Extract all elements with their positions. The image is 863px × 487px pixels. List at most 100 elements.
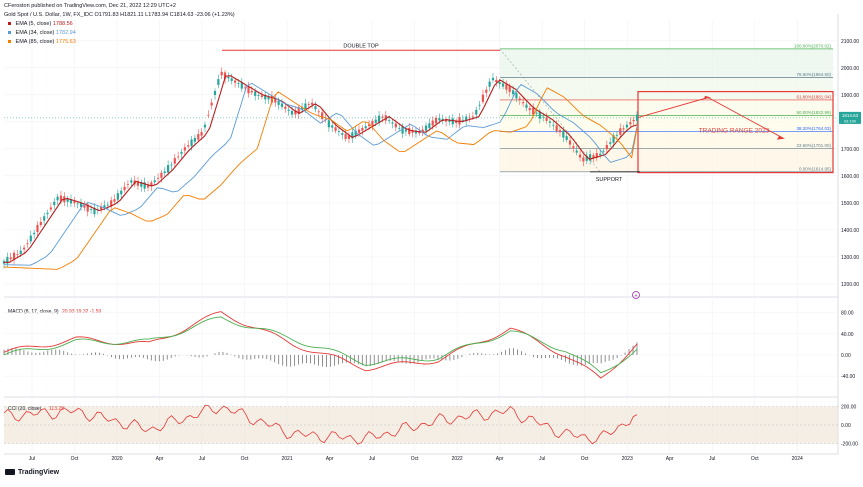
candle-body [123, 186, 126, 191]
candle-body [434, 117, 438, 124]
candle-body [438, 118, 441, 121]
time-tick-label: 2024 [792, 456, 803, 462]
candle-body [542, 116, 545, 118]
candle-body [86, 204, 89, 212]
candle-body [307, 104, 310, 105]
candle-body [274, 97, 277, 103]
candle-body [404, 129, 408, 132]
ema-line [4, 75, 638, 263]
candle-body [337, 131, 341, 133]
candle-body [424, 125, 428, 131]
candle-body [284, 106, 287, 109]
candle-body [233, 80, 237, 83]
fib-zone [500, 148, 833, 172]
trading-range-rect [637, 90, 834, 174]
candle-body [257, 95, 260, 96]
candle-body [501, 83, 505, 87]
candle-body [367, 124, 371, 127]
candle-body [167, 165, 170, 173]
candle-body [247, 85, 250, 94]
candle-body [69, 199, 73, 204]
price-tick-label: 1700.00 [841, 147, 859, 153]
candle-body [491, 77, 495, 81]
time-tick-label: Apr [666, 456, 674, 462]
candle-body [146, 185, 150, 188]
cci-tick-label: 200.00 [841, 405, 857, 411]
candle-body [364, 126, 367, 129]
last-price-label: 1814.63 [842, 113, 859, 118]
annotations: DOUBLE TOP SUPPORT TRADING RANGE 2023 + [222, 43, 770, 299]
candle-body [244, 87, 247, 89]
candle-body [314, 106, 317, 110]
candle-body [280, 103, 284, 107]
legend-value: 1782.94 [55, 30, 76, 36]
price-tick-label: 1600.00 [841, 174, 859, 180]
candle-body [183, 147, 186, 151]
candle-body [428, 123, 431, 128]
candle-body [106, 204, 109, 206]
candle-body [29, 235, 32, 242]
candle-body [511, 90, 515, 95]
fib-level-label: 0.00%(1614.95) [799, 166, 832, 171]
ema-line [3, 82, 638, 266]
candle-body [110, 200, 113, 207]
time-tick-label: Oct [751, 456, 759, 462]
candle-body [562, 130, 565, 138]
candle-body [471, 116, 474, 118]
candle-body [93, 207, 96, 215]
legend-label: EMA (34, close) [15, 30, 55, 36]
macd-tick-label: 80.00 [841, 311, 854, 317]
candle-body [290, 110, 294, 115]
candle-body [381, 116, 384, 118]
candle-body [153, 180, 156, 183]
axes: 2100.002000.001900.001800.001700.001600.… [4, 39, 861, 462]
candle-body [46, 212, 49, 215]
candle-body [455, 120, 458, 123]
candle-body [22, 247, 26, 250]
brand-label: TradingView [18, 469, 60, 476]
candle-body [59, 195, 63, 201]
legend-ema-34: EMA (34, close) 1782.94 [8, 30, 76, 36]
tradingview-logo[interactable]: TradingView [5, 469, 59, 476]
candle-body [126, 184, 130, 186]
publish-info: CFeroston published on TradingView.com, … [4, 3, 176, 9]
candle-body [177, 156, 180, 158]
double-top-label: DOUBLE TOP [343, 43, 379, 49]
events-marker [632, 291, 640, 299]
candle-body [505, 84, 508, 90]
candle-body [351, 132, 354, 139]
candle-body [515, 93, 518, 99]
fib-zone [500, 131, 833, 149]
candle-body [317, 111, 320, 113]
events-marker-glyph: + [635, 293, 638, 299]
candle-body [585, 156, 588, 161]
candle-body [612, 135, 615, 143]
fib-level-label: 100.00%(2070.02) [794, 43, 832, 48]
candle-body [498, 81, 501, 85]
ema-5-swatch [8, 22, 11, 26]
candle-body [321, 112, 324, 120]
candle-body [9, 257, 12, 260]
tradingview-icon [5, 469, 15, 476]
candle-body [545, 117, 548, 121]
cci-line [3, 404, 638, 445]
candle-body [605, 145, 608, 150]
candle-body [26, 243, 29, 245]
candle-body [411, 130, 414, 133]
fib-level-label: 50.00%(1822.99) [796, 110, 831, 115]
candle-body [270, 95, 274, 103]
candle-body [488, 81, 491, 87]
price-tick-label: 2000.00 [841, 66, 859, 72]
time-tick-label: 2022 [452, 456, 463, 462]
candle-body [120, 190, 123, 195]
candle-body [83, 205, 86, 208]
candle-body [230, 78, 233, 81]
candle-body [629, 122, 632, 125]
candle-body [250, 90, 253, 93]
macd-tick-label: 40.00 [841, 332, 854, 338]
candle-body [203, 124, 207, 128]
time-tick-label: Jul [29, 456, 35, 462]
candle-body [223, 72, 227, 79]
candle-body [217, 79, 220, 85]
